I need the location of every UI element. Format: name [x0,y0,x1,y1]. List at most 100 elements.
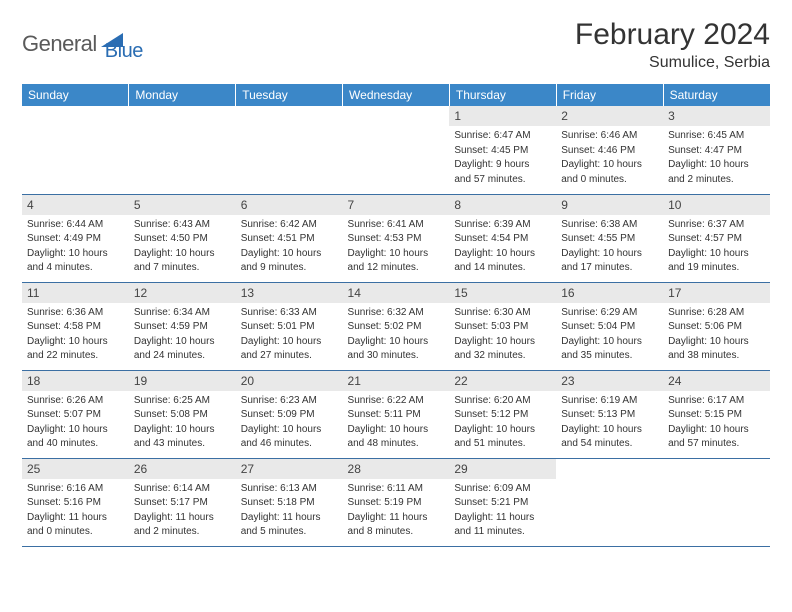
calendar-day-cell: 6Sunrise: 6:42 AMSunset: 4:51 PMDaylight… [236,194,343,282]
day-content: Sunrise: 6:17 AMSunset: 5:15 PMDaylight:… [663,391,770,455]
day-line-sunset: Sunset: 4:59 PM [134,320,231,334]
day-line-day1: Daylight: 11 hours [454,511,551,525]
day-line-sunrise: Sunrise: 6:13 AM [241,482,338,496]
day-line-sunset: Sunset: 5:02 PM [348,320,445,334]
calendar-day-cell: 12Sunrise: 6:34 AMSunset: 4:59 PMDayligh… [129,282,236,370]
day-line-day2: and 40 minutes. [27,437,124,451]
day-line-sunset: Sunset: 4:49 PM [27,232,124,246]
day-number: 27 [236,459,343,479]
day-line-sunset: Sunset: 5:15 PM [668,408,765,422]
weekday-header: Thursday [449,84,556,106]
day-line-sunrise: Sunrise: 6:14 AM [134,482,231,496]
day-line-sunrise: Sunrise: 6:30 AM [454,306,551,320]
day-line-sunset: Sunset: 5:09 PM [241,408,338,422]
day-content: Sunrise: 6:33 AMSunset: 5:01 PMDaylight:… [236,303,343,367]
day-line-sunset: Sunset: 5:07 PM [27,408,124,422]
day-number: 24 [663,371,770,391]
calendar-day-cell: 18Sunrise: 6:26 AMSunset: 5:07 PMDayligh… [22,370,129,458]
day-line-sunset: Sunset: 5:19 PM [348,496,445,510]
day-line-day2: and 0 minutes. [27,525,124,539]
day-line-day1: Daylight: 10 hours [561,335,658,349]
day-content: Sunrise: 6:34 AMSunset: 4:59 PMDaylight:… [129,303,236,367]
calendar-week-row: 11Sunrise: 6:36 AMSunset: 4:58 PMDayligh… [22,282,770,370]
calendar-week-row: 4Sunrise: 6:44 AMSunset: 4:49 PMDaylight… [22,194,770,282]
calendar-day-cell: 1Sunrise: 6:47 AMSunset: 4:45 PMDaylight… [449,106,556,194]
calendar-empty-cell [236,106,343,194]
day-number: 19 [129,371,236,391]
day-line-day2: and 43 minutes. [134,437,231,451]
day-content: Sunrise: 6:09 AMSunset: 5:21 PMDaylight:… [449,479,556,543]
day-line-sunrise: Sunrise: 6:17 AM [668,394,765,408]
brand-part1: General [22,31,97,57]
day-line-day2: and 46 minutes. [241,437,338,451]
calendar-week-row: 18Sunrise: 6:26 AMSunset: 5:07 PMDayligh… [22,370,770,458]
day-line-sunset: Sunset: 5:11 PM [348,408,445,422]
calendar-day-cell: 29Sunrise: 6:09 AMSunset: 5:21 PMDayligh… [449,458,556,546]
day-line-sunrise: Sunrise: 6:28 AM [668,306,765,320]
day-line-day2: and 2 minutes. [668,173,765,187]
day-number: 17 [663,283,770,303]
calendar-day-cell: 13Sunrise: 6:33 AMSunset: 5:01 PMDayligh… [236,282,343,370]
day-line-day1: Daylight: 10 hours [134,423,231,437]
day-line-sunset: Sunset: 5:16 PM [27,496,124,510]
day-line-day2: and 57 minutes. [668,437,765,451]
day-number: 23 [556,371,663,391]
day-line-sunrise: Sunrise: 6:39 AM [454,218,551,232]
day-number: 28 [343,459,450,479]
day-line-day1: Daylight: 11 hours [134,511,231,525]
day-line-sunrise: Sunrise: 6:44 AM [27,218,124,232]
day-line-day1: Daylight: 10 hours [348,335,445,349]
calendar-day-cell: 23Sunrise: 6:19 AMSunset: 5:13 PMDayligh… [556,370,663,458]
day-number: 9 [556,195,663,215]
day-line-sunset: Sunset: 4:55 PM [561,232,658,246]
calendar-day-cell: 15Sunrise: 6:30 AMSunset: 5:03 PMDayligh… [449,282,556,370]
day-line-sunrise: Sunrise: 6:29 AM [561,306,658,320]
day-content: Sunrise: 6:44 AMSunset: 4:49 PMDaylight:… [22,215,129,279]
day-line-day1: Daylight: 11 hours [241,511,338,525]
day-line-day1: Daylight: 10 hours [134,335,231,349]
day-content: Sunrise: 6:46 AMSunset: 4:46 PMDaylight:… [556,126,663,190]
weekday-header-row: SundayMondayTuesdayWednesdayThursdayFrid… [22,84,770,106]
day-content: Sunrise: 6:25 AMSunset: 5:08 PMDaylight:… [129,391,236,455]
day-line-day2: and 57 minutes. [454,173,551,187]
calendar-day-cell: 25Sunrise: 6:16 AMSunset: 5:16 PMDayligh… [22,458,129,546]
day-content: Sunrise: 6:28 AMSunset: 5:06 PMDaylight:… [663,303,770,367]
day-line-day1: Daylight: 10 hours [668,423,765,437]
calendar-empty-cell [22,106,129,194]
day-content: Sunrise: 6:37 AMSunset: 4:57 PMDaylight:… [663,215,770,279]
calendar-day-cell: 10Sunrise: 6:37 AMSunset: 4:57 PMDayligh… [663,194,770,282]
calendar-empty-cell [343,106,450,194]
day-content: Sunrise: 6:41 AMSunset: 4:53 PMDaylight:… [343,215,450,279]
calendar-day-cell: 21Sunrise: 6:22 AMSunset: 5:11 PMDayligh… [343,370,450,458]
brand-logo: General Blue [22,18,143,63]
day-number: 5 [129,195,236,215]
day-line-day2: and 19 minutes. [668,261,765,275]
day-line-day1: Daylight: 10 hours [348,423,445,437]
day-number: 3 [663,106,770,126]
day-line-day1: Daylight: 10 hours [454,423,551,437]
day-content: Sunrise: 6:11 AMSunset: 5:19 PMDaylight:… [343,479,450,543]
calendar-empty-cell [663,458,770,546]
calendar-day-cell: 19Sunrise: 6:25 AMSunset: 5:08 PMDayligh… [129,370,236,458]
day-line-sunrise: Sunrise: 6:46 AM [561,129,658,143]
day-content: Sunrise: 6:39 AMSunset: 4:54 PMDaylight:… [449,215,556,279]
day-line-sunrise: Sunrise: 6:41 AM [348,218,445,232]
day-line-sunrise: Sunrise: 6:33 AM [241,306,338,320]
brand-part2: Blue [105,24,143,63]
calendar-day-cell: 22Sunrise: 6:20 AMSunset: 5:12 PMDayligh… [449,370,556,458]
day-line-sunset: Sunset: 4:58 PM [27,320,124,334]
day-number: 11 [22,283,129,303]
day-line-day2: and 0 minutes. [561,173,658,187]
day-number: 20 [236,371,343,391]
day-line-day2: and 11 minutes. [454,525,551,539]
day-number: 29 [449,459,556,479]
day-line-sunset: Sunset: 5:17 PM [134,496,231,510]
day-line-sunrise: Sunrise: 6:47 AM [454,129,551,143]
day-line-sunset: Sunset: 5:12 PM [454,408,551,422]
day-line-day2: and 48 minutes. [348,437,445,451]
day-content: Sunrise: 6:47 AMSunset: 4:45 PMDaylight:… [449,126,556,190]
weekday-header: Friday [556,84,663,106]
day-number: 15 [449,283,556,303]
day-content: Sunrise: 6:43 AMSunset: 4:50 PMDaylight:… [129,215,236,279]
day-line-sunset: Sunset: 5:18 PM [241,496,338,510]
